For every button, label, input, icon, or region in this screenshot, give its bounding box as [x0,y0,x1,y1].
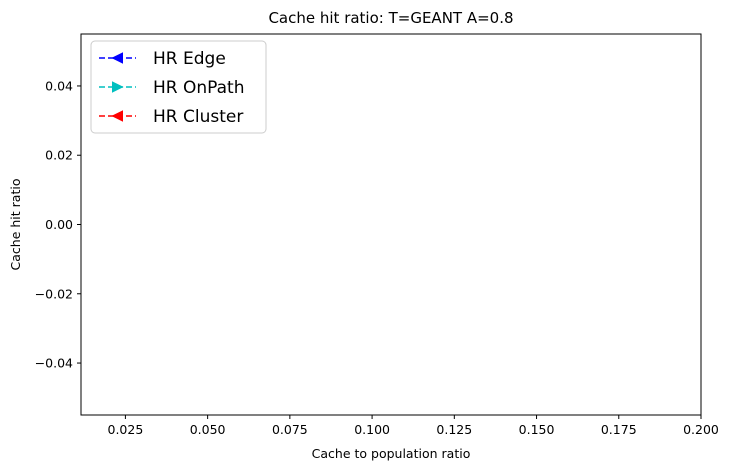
legend-marker [111,110,123,122]
y-tick-label: −0.02 [35,286,73,301]
y-tick-label: 0.00 [45,217,73,232]
legend: HR Edge HR OnPath HR Cluster [90,40,267,134]
y-axis: 0.04 0.02 0.00 −0.02 −0.04 [35,78,81,371]
y-tick-label: 0.02 [45,148,73,163]
y-axis-label: Cache hit ratio [8,179,23,271]
x-axis-label: Cache to population ratio [312,446,471,461]
legend-label: HR Edge [153,49,226,69]
x-tick-label: 0.200 [683,422,719,437]
x-axis: 0.025 0.050 0.075 0.100 0.125 0.150 0.175 0.200 [108,415,719,437]
legend-label: HR OnPath [153,78,245,98]
x-tick-label: 0.100 [354,422,390,437]
x-tick-label: 0.150 [519,422,555,437]
legend-marker [111,52,123,64]
legend-marker [112,81,124,93]
legend-label: HR Cluster [153,107,243,127]
x-tick-label: 0.025 [108,422,144,437]
legend-frame [90,40,267,134]
y-tick-label: 0.04 [45,78,73,93]
x-tick-label: 0.075 [272,422,308,437]
x-tick-label: 0.125 [436,422,472,437]
x-tick-label: 0.050 [190,422,226,437]
y-tick-label: −0.04 [35,356,73,371]
x-tick-label: 0.175 [601,422,637,437]
chart-title: Cache hit ratio: T=GEANT A=0.8 [268,9,513,27]
